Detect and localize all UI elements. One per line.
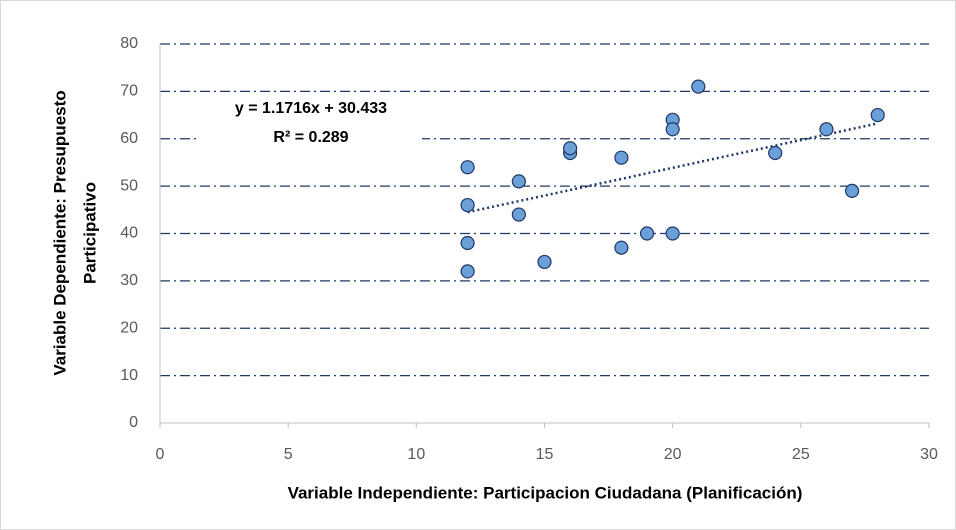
y-tick-label: 40 [120,225,138,242]
point [819,122,834,137]
trend-equation: y = 1.1716x + 30.433 [235,100,387,117]
y-tick-label: 50 [120,177,138,194]
x-tick-label: 30 [920,446,938,463]
y-tick-label: 20 [120,319,138,336]
point [511,207,526,222]
x-tick-label: 10 [407,446,425,463]
point [511,174,526,189]
point [537,254,552,270]
point [460,264,475,279]
point [460,197,475,213]
x-tick-label: 15 [536,446,554,463]
point [639,226,655,241]
y-tick-label: 60 [120,130,138,147]
point [665,226,680,241]
point [665,122,680,137]
y-tick-label: 30 [120,272,138,289]
equation-box [200,94,422,156]
x-tick-label: 25 [792,446,810,463]
x-axis-title: Variable Independiente: Participacion Ci… [288,483,803,502]
y-axis-title: Variable Dependiente: Presupuesto [50,90,69,375]
point [460,160,475,175]
x-tick-label: 20 [664,446,682,463]
trend-r2: R² = 0.289 [273,129,348,146]
y-tick-label: 80 [120,35,138,52]
point [691,79,706,94]
x-tick-label: 5 [284,446,293,463]
point [614,150,629,165]
point [870,107,885,123]
x-tick-label: 0 [156,446,165,463]
y-tick-label: 0 [129,414,138,431]
y-axis-title: Participativo [80,182,99,284]
y-tick-label: 70 [120,83,138,100]
point [844,183,860,198]
point [614,240,629,255]
point [768,145,783,161]
y-tick-label: 10 [120,367,138,384]
point [460,235,475,251]
point [563,141,578,156]
